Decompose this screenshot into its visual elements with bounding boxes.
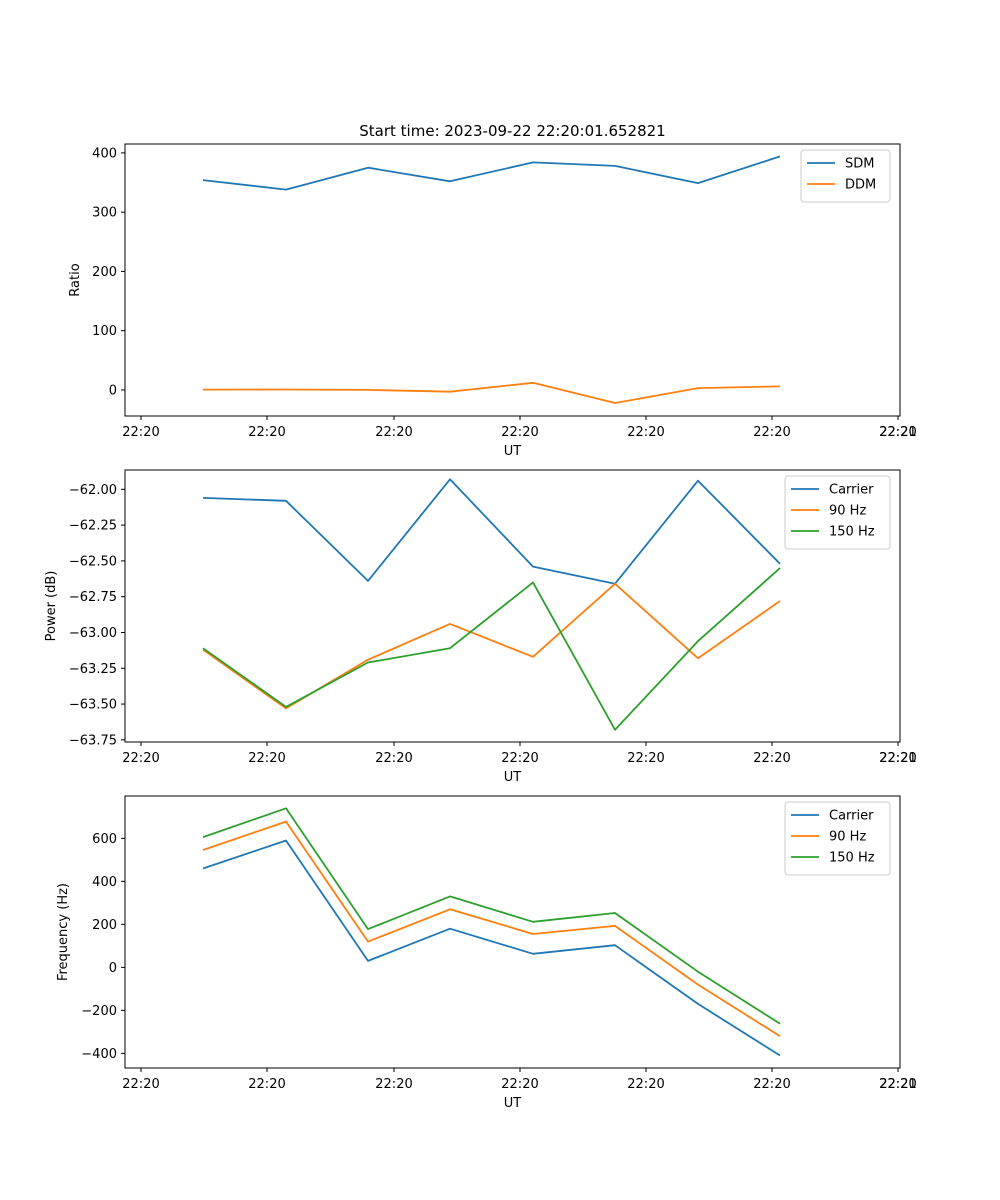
x-tick-label: 22:20 [122, 425, 159, 440]
legend-entry: Carrier [829, 809, 874, 824]
y-tick-label: −63.25 [69, 662, 117, 677]
y-tick-label: 600 [92, 832, 117, 847]
legend: SDM DDM [800, 149, 891, 203]
legend-entry: DDM [845, 178, 876, 193]
legend-entry: 90 Hz [829, 504, 866, 519]
y-tick-label: −63.00 [69, 626, 117, 641]
chart-panel-3: 22:20 22:20 22:20 22:20 22:20 22:20 22:2022:21… [56, 795, 917, 1111]
y-tick-label: −62.75 [69, 590, 117, 605]
plot-area [124, 469, 901, 743]
plot-area [124, 795, 901, 1069]
x-tick-label: 22:20 [627, 1077, 664, 1092]
legend-entry: SDM [845, 157, 874, 172]
series-line-sdm [202, 155, 781, 191]
x-axis-label: UT [504, 770, 522, 785]
y-tick-label: 300 [92, 206, 117, 221]
legend-entry: 150 Hz [829, 851, 875, 866]
x-tick-label: 22:20 [501, 1077, 538, 1092]
x-tick-label: 22:21 [879, 751, 916, 766]
y-tick-label: −62.00 [69, 483, 117, 498]
x-tick-label: 22:20 [879, 751, 916, 766]
y-axis-label: Ratio [68, 263, 83, 296]
y-axis-label: Frequency (Hz) [56, 883, 71, 981]
plot-area [124, 143, 901, 417]
x-tick-label: 22:20 [753, 751, 790, 766]
y-tick-label: −62.50 [69, 554, 117, 569]
y-tick-label: 0 [109, 383, 117, 398]
y-tick-label: −62.25 [69, 519, 117, 534]
series-line-carrier [202, 478, 781, 585]
x-tick-label: 22:20 [501, 751, 538, 766]
x-tick-label: 22:20 [248, 751, 285, 766]
y-tick-label: 100 [92, 324, 117, 339]
series-line-ddm [202, 381, 781, 404]
x-tick-label: 22:20 [753, 425, 790, 440]
legend: Carrier 90 Hz 150 Hz [784, 475, 891, 550]
series-line-carrier [202, 839, 781, 1057]
chart-title: Start time: 2023-09-22 22:20:01.652821 [359, 122, 665, 140]
y-tick-label: −63.50 [69, 698, 117, 713]
y-tick-label: −400 [81, 1047, 117, 1062]
x-tick-label: 22:20 [375, 1077, 412, 1092]
x-axis-label: UT [504, 1096, 522, 1111]
legend: Carrier 90 Hz 150 Hz [784, 801, 891, 876]
x-tick-label: 22:20 [879, 1077, 916, 1092]
x-tick-label: 22:20 [501, 425, 538, 440]
series-line-90-hz [202, 820, 781, 1037]
y-tick-label: 400 [92, 146, 117, 161]
x-tick-label: 22:20 [627, 425, 664, 440]
series-line-150-hz [202, 567, 781, 731]
x-tick-label: 22:20 [375, 425, 412, 440]
x-tick-label: 22:20 [627, 751, 664, 766]
y-tick-label: 200 [92, 918, 117, 933]
legend-entry: Carrier [829, 483, 874, 498]
x-tick-label: 22:20 [248, 425, 285, 440]
chart-panel-2: 22:20 22:20 22:20 22:20 22:20 22:20 22:2022:21… [44, 469, 917, 785]
x-tick-label: 22:20 [248, 1077, 285, 1092]
y-tick-label: 0 [109, 961, 117, 976]
legend-entry: 150 Hz [829, 525, 875, 540]
y-tick-label: 200 [92, 265, 117, 280]
y-axis-label: Power (dB) [44, 571, 59, 642]
series-line-150-hz [202, 807, 781, 1025]
x-tick-label: 22:20 [122, 751, 159, 766]
x-axis-label: UT [504, 444, 522, 459]
x-tick-label: 22:20 [122, 1077, 159, 1092]
y-tick-label: −63.75 [69, 733, 117, 748]
y-tick-label: −200 [81, 1004, 117, 1019]
y-tick-label: 400 [92, 875, 117, 890]
x-tick-label: 22:20 [375, 751, 412, 766]
x-tick-label: 22:20 [879, 425, 916, 440]
x-tick-label: 22:20 [753, 1077, 790, 1092]
chart-panel-1: 22:20 22:20 22:20 22:20 22:20 22:20 22:2022:21… [68, 143, 917, 459]
x-tick-label: 22:21 [879, 1077, 916, 1092]
legend-entry: 90 Hz [829, 830, 866, 845]
x-tick-label: 22:21 [879, 425, 916, 440]
